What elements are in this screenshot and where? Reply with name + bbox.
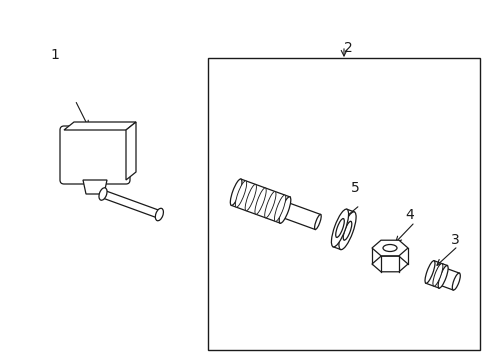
Ellipse shape (155, 208, 163, 221)
Ellipse shape (279, 197, 290, 223)
Ellipse shape (451, 273, 459, 290)
Ellipse shape (314, 215, 321, 230)
Polygon shape (126, 122, 136, 180)
Text: 4: 4 (405, 208, 413, 222)
FancyBboxPatch shape (60, 126, 130, 184)
Ellipse shape (338, 212, 355, 249)
Text: 5: 5 (350, 181, 359, 195)
Ellipse shape (99, 188, 107, 200)
Polygon shape (371, 240, 407, 256)
Ellipse shape (235, 181, 246, 207)
Ellipse shape (382, 244, 396, 252)
Ellipse shape (424, 261, 434, 283)
Text: 2: 2 (343, 41, 352, 55)
Ellipse shape (437, 265, 447, 288)
Polygon shape (64, 122, 136, 130)
Text: 3: 3 (450, 233, 458, 247)
Ellipse shape (335, 219, 344, 238)
Ellipse shape (244, 184, 256, 211)
Polygon shape (371, 256, 407, 272)
Polygon shape (102, 190, 161, 218)
Ellipse shape (254, 188, 265, 214)
Ellipse shape (343, 221, 351, 240)
Polygon shape (83, 180, 107, 194)
Text: 1: 1 (50, 48, 60, 62)
Ellipse shape (432, 264, 442, 286)
Bar (207, 58, 479, 350)
Ellipse shape (331, 209, 348, 247)
Ellipse shape (230, 179, 242, 206)
Ellipse shape (274, 195, 285, 221)
Ellipse shape (264, 192, 275, 218)
